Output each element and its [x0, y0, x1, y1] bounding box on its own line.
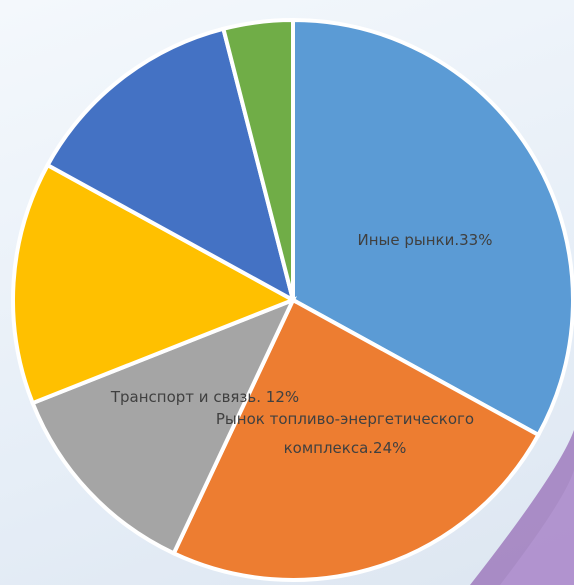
data-label: Иные рынки.33%: [300, 226, 550, 255]
slide: Иные рынки.33% Рынок топливо-энергетическ…: [0, 0, 574, 585]
data-label: Транспорт и связь. 12%: [40, 383, 370, 412]
data-label: Рынок топливо-энергетического комплекса.…: [195, 405, 495, 463]
chart: [0, 0, 574, 585]
